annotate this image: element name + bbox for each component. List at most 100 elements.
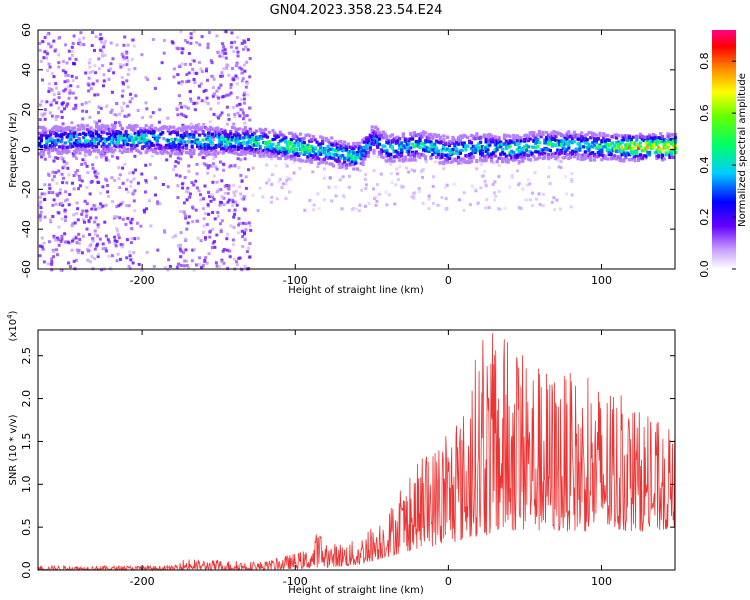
spectrogram-noise-cell — [232, 257, 236, 261]
spectrogram-ridge-cell — [159, 132, 163, 136]
spectrogram-ridge-cell — [537, 155, 541, 159]
spectrogram-ridge-cell — [407, 137, 411, 141]
spectrogram-ridge-cell — [486, 155, 490, 159]
spectrogram-noise-cell — [67, 261, 70, 265]
spectrogram-ridge-cell — [238, 152, 242, 157]
spectrogram-noise-cell — [202, 122, 206, 126]
spectrogram-noise-cell — [103, 53, 107, 57]
spectrogram-ridge-cell — [418, 139, 422, 143]
spectrogram-ridge-cell — [247, 134, 251, 138]
spectrogram-ridge-cell — [74, 147, 78, 151]
spectrogram-ridge-cell — [333, 158, 337, 162]
spectrogram-ridge-cell — [412, 157, 416, 162]
spectrogram-noise-cell — [38, 103, 42, 107]
spectrogram-ridge-cell — [297, 144, 301, 148]
spectrogram-noise-cell — [417, 187, 421, 191]
spectrogram-ridge-cell — [137, 133, 141, 137]
spectrogram-noise-cell — [177, 244, 181, 248]
spectrogram-ridge-cell — [646, 135, 650, 139]
spectrogram-ridge-cell — [456, 138, 461, 142]
spectrogram-noise-cell — [355, 207, 358, 211]
spectrogram-ridge-cell — [286, 141, 290, 146]
spectrogram-ridge-cell — [464, 154, 468, 158]
spectrogram-noise-cell — [197, 96, 201, 100]
spectrogram-ridge-cell — [172, 148, 176, 152]
spectrogram-ridge-cell — [131, 138, 135, 142]
spectrogram-noise-cell — [176, 47, 180, 51]
spectrogram-ridge-cell — [321, 136, 325, 140]
spectrogram-ridge-cell — [398, 152, 402, 156]
spectrogram-noise-cell — [51, 191, 55, 195]
spectrogram-noise-cell — [444, 208, 448, 212]
spectrogram-ridge-cell — [409, 154, 413, 158]
spectrogram-ridge-cell — [240, 150, 244, 154]
spectrogram-ridge-cell — [495, 148, 499, 152]
spectrogram-noise-cell — [258, 186, 262, 190]
spectrogram-ridge-cell — [142, 138, 146, 142]
spectrogram-ridge-cell — [648, 140, 652, 144]
spectrogram-noise-cell — [200, 70, 204, 73]
spectrogram-ridge-cell — [504, 134, 508, 138]
spectrogram-ridge-cell — [304, 147, 308, 151]
spectrogram-ridge-cell — [50, 139, 55, 143]
spectrogram-ridge-cell — [335, 142, 339, 146]
spectrogram-ridge-cell — [363, 152, 367, 156]
spectrogram-noise-cell — [215, 264, 219, 268]
spectrogram-noise-cell — [119, 243, 123, 247]
spectrogram-noise-cell — [125, 204, 129, 208]
spectrogram-ridge-cell — [653, 134, 657, 138]
spectrogram-ridge-cell — [230, 149, 235, 153]
spectrogram-noise-cell — [98, 119, 101, 123]
spectrogram-noise-cell — [48, 154, 51, 158]
spectrogram-ridge-cell — [631, 146, 635, 150]
spectrogram-ridge-cell — [495, 139, 499, 143]
spectrogram-ridge-cell — [164, 125, 168, 129]
spectrogram-noise-cell — [219, 74, 223, 78]
spectrogram-ridge-cell — [425, 146, 429, 150]
spectrogram-ridge-cell — [671, 146, 676, 150]
spectrogram-noise-cell — [387, 193, 391, 197]
spectrogram-ridge-cell — [172, 125, 176, 129]
spectrogram-ridge-cell — [273, 154, 277, 158]
spectrogram-ridge-cell — [197, 152, 202, 156]
spectrogram-ridge-cell — [670, 142, 674, 146]
spectrogram-ridge-cell — [648, 133, 652, 137]
spectrogram-ridge-cell — [276, 156, 281, 160]
spectrogram-noise-cell — [97, 57, 101, 61]
spectrogram-ridge-cell — [225, 142, 229, 146]
spectrogram-ridge-cell — [221, 129, 225, 133]
colorbar-ticks: 0.00.20.40.60.8 — [698, 52, 736, 278]
spectrogram-ridge-cell — [598, 149, 602, 153]
spectrogram-y-tick-label: 20 — [20, 103, 33, 117]
spectrogram-noise-cell — [181, 186, 185, 190]
spectrogram-noise-cell — [533, 171, 537, 175]
spectrogram-ridge-cell — [348, 145, 352, 149]
spectrogram-noise-cell — [182, 210, 186, 214]
spectrogram-noise-cell — [187, 215, 191, 219]
spectrogram-ridge-cell — [368, 145, 372, 150]
spectrogram-ridge-cell — [240, 152, 244, 156]
spectrogram-ridge-cell — [534, 157, 538, 161]
spectrogram-noise-cell — [552, 196, 556, 200]
spectrogram-ridge-cell — [585, 146, 589, 150]
spectrogram-noise-cell — [51, 215, 55, 218]
spectrogram-noise-cell — [76, 251, 80, 255]
spectrogram-ridge-cell — [190, 135, 194, 139]
spectrogram-ridge-cell — [407, 142, 411, 146]
spectrogram-noise-cell — [51, 178, 55, 182]
spectrogram-noise-cell — [58, 191, 62, 195]
spectrogram-ridge-cell — [554, 138, 558, 142]
spectrogram-ridge-cell — [558, 142, 562, 146]
spectrogram-ridge-cell — [157, 146, 161, 151]
spectrogram-ridge-cell — [442, 134, 446, 138]
spectrogram-noise-cell — [405, 166, 409, 170]
spectrogram-ridge-cell — [284, 149, 288, 153]
spectrogram-ridge-cell — [234, 127, 238, 131]
spectrogram-ridge-cell — [41, 150, 45, 154]
spectrogram-ridge-cell — [194, 139, 198, 143]
spectrogram-noise-cell — [184, 105, 188, 109]
spectrogram-ridge-cell — [236, 145, 240, 149]
spectrogram-ridge-cell — [146, 128, 150, 132]
spectrogram-noise-cell — [231, 238, 235, 242]
